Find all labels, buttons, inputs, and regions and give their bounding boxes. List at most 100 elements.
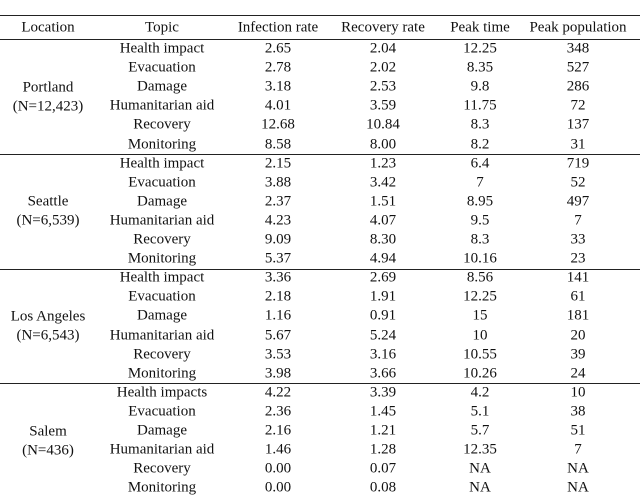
value-cell: NA <box>469 460 491 477</box>
location: Portland <box>22 79 74 96</box>
topic: Recovery <box>133 116 191 133</box>
value-cell: 7 <box>574 441 582 458</box>
value-cell: 2.16 <box>264 422 292 439</box>
value-cell: 10.84 <box>366 116 400 133</box>
topic: Health impacts <box>116 384 208 401</box>
value-cell: 0.91 <box>369 307 397 324</box>
value-cell: 4.2 <box>470 384 490 401</box>
value-cell: 2.04 <box>369 40 397 57</box>
value-cell: NA <box>567 479 589 496</box>
value-cell: 3.42 <box>369 174 397 191</box>
value-cell: 52 <box>570 174 586 191</box>
header-cell: Peak time <box>450 19 510 36</box>
header-cell: Peak population <box>529 19 627 36</box>
sample-size: (N=6,539) <box>16 212 80 229</box>
value-cell: NA <box>567 460 589 477</box>
value-cell: 4.07 <box>369 212 397 229</box>
topic: Humanitarian aid <box>109 212 215 229</box>
topic: Evacuation <box>128 403 196 420</box>
value-cell: 12.68 <box>261 116 295 133</box>
value-cell: 3.36 <box>264 269 292 286</box>
value-cell: 3.66 <box>369 365 397 382</box>
value-cell: 5.24 <box>369 327 397 343</box>
value-cell: 8.2 <box>470 136 490 152</box>
value-cell: 20 <box>570 327 586 343</box>
value-cell: 4.94 <box>369 250 397 267</box>
value-cell: 1.45 <box>369 403 397 420</box>
sample-size: (N=6,543) <box>16 327 80 344</box>
value-cell: 8.56 <box>466 269 494 286</box>
value-cell: 4.22 <box>264 384 292 401</box>
value-cell: 4.01 <box>264 97 292 114</box>
value-cell: 15 <box>472 307 488 324</box>
value-cell: 61 <box>570 288 586 305</box>
value-cell: 286 <box>566 78 590 95</box>
topic: Damage <box>137 307 187 324</box>
value-cell: 12.25 <box>463 288 497 305</box>
topic: Health impact <box>119 40 205 57</box>
topic: Evacuation <box>128 288 196 305</box>
topic: Humanitarian aid <box>109 327 215 343</box>
value-cell: 2.53 <box>369 78 397 95</box>
value-cell: 8.3 <box>470 116 490 133</box>
value-cell: 497 <box>566 193 590 210</box>
value-cell: 0.00 <box>264 460 292 477</box>
value-cell: 11.75 <box>463 97 497 114</box>
value-cell: 5.1 <box>470 403 490 420</box>
value-cell: 12.35 <box>463 441 497 458</box>
topic: Evacuation <box>128 59 196 76</box>
topic: Health impact <box>119 269 205 286</box>
value-cell: 8.00 <box>369 136 397 152</box>
value-cell: 7 <box>476 174 484 191</box>
header-cell: Location <box>21 19 75 36</box>
group-rule <box>0 269 640 270</box>
value-cell: 2.69 <box>369 269 397 286</box>
value-cell: 141 <box>566 269 590 286</box>
value-cell: 8.3 <box>470 231 490 248</box>
value-cell: 527 <box>566 59 590 76</box>
value-cell: 8.30 <box>369 231 397 248</box>
topic: Humanitarian aid <box>109 441 215 458</box>
value-cell: 348 <box>566 40 590 57</box>
value-cell: 9.5 <box>470 212 490 229</box>
value-cell: 5.37 <box>264 250 292 267</box>
header-cell: Recovery rate <box>341 19 425 36</box>
topic: Monitoring <box>127 250 197 267</box>
group-rule <box>0 154 640 155</box>
value-cell: 8.58 <box>264 136 292 152</box>
value-cell: 1.28 <box>369 441 397 458</box>
topic: Humanitarian aid <box>109 97 215 114</box>
topic: Recovery <box>133 346 191 363</box>
value-cell: 33 <box>570 231 586 248</box>
topic: Damage <box>137 193 187 210</box>
header-cell: Topic <box>145 19 179 36</box>
value-cell: 6.4 <box>470 155 490 172</box>
value-cell: 4.23 <box>264 212 292 229</box>
value-cell: 1.46 <box>264 441 292 458</box>
value-cell: 10 <box>472 327 488 343</box>
sample-size: (N=12,423) <box>12 98 84 115</box>
value-cell: 23 <box>570 250 586 267</box>
value-cell: 3.16 <box>369 346 397 363</box>
value-cell: 1.51 <box>369 193 397 210</box>
value-cell: 2.02 <box>369 59 397 76</box>
top-rule <box>0 15 640 16</box>
value-cell: 137 <box>566 116 590 133</box>
value-cell: 719 <box>566 155 590 172</box>
value-cell: 51 <box>570 422 586 439</box>
topic: Monitoring <box>127 136 197 152</box>
value-cell: 8.35 <box>466 59 494 76</box>
topic: Evacuation <box>128 174 196 191</box>
value-cell: 31 <box>570 136 586 152</box>
value-cell: 2.78 <box>264 59 292 76</box>
location: Los Angeles <box>10 308 86 325</box>
topic: Damage <box>137 422 187 439</box>
value-cell: 1.23 <box>369 155 397 172</box>
header-rule <box>0 39 640 40</box>
value-cell: NA <box>469 479 491 496</box>
value-cell: 3.39 <box>369 384 397 401</box>
value-cell: 0.08 <box>369 479 397 496</box>
topic: Recovery <box>133 231 191 248</box>
topic: Damage <box>137 78 187 95</box>
